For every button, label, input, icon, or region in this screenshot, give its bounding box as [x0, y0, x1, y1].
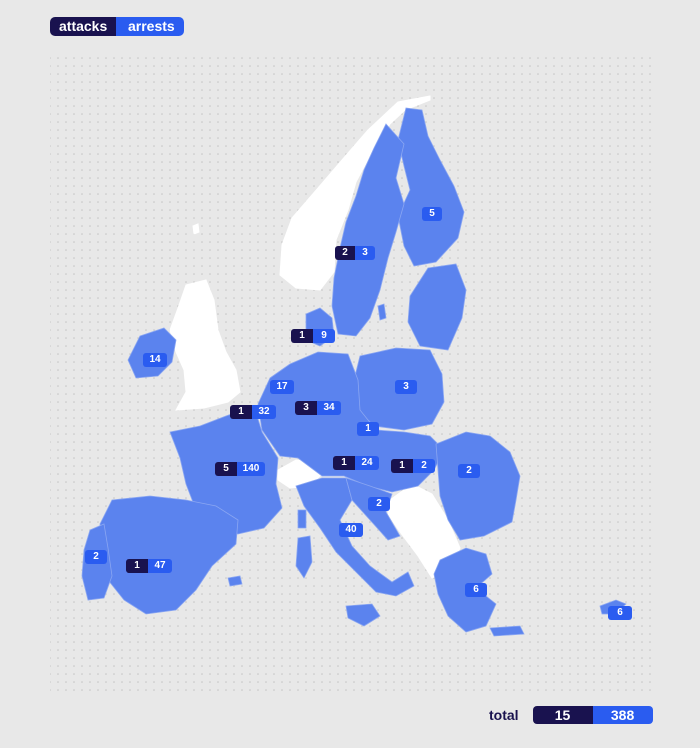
label-czechia: 1 [357, 422, 379, 436]
label-greece: 6 [465, 583, 487, 597]
finland-shape [397, 107, 465, 267]
attacks-france: 5 [215, 462, 237, 476]
corsica-shape [297, 509, 307, 529]
label-sweden: 2 3 [335, 246, 375, 260]
arrests-spain: 47 [148, 559, 172, 573]
arrests-romania: 2 [458, 464, 480, 478]
small-island [192, 223, 200, 235]
label-spain: 1 47 [126, 559, 172, 573]
attacks-denmark: 1 [291, 329, 313, 343]
attacks-sweden: 2 [335, 246, 355, 260]
balearics-shape [227, 575, 243, 587]
arrests-ireland: 14 [143, 353, 167, 367]
arrests-finland: 5 [422, 207, 442, 221]
arrests-italy: 40 [339, 523, 363, 537]
total-summary: total 15 388 [489, 706, 653, 724]
sardinia-shape [295, 535, 313, 579]
label-portugal: 2 [85, 550, 107, 564]
label-france: 5 140 [215, 462, 265, 476]
total-label: total [489, 707, 519, 723]
total-box: 15 388 [532, 706, 653, 724]
crete-shape [489, 625, 525, 637]
sicily-shape [345, 603, 381, 627]
gotland-shape [377, 303, 387, 321]
label-austria: 1 24 [333, 456, 379, 470]
arrests-denmark: 9 [313, 329, 335, 343]
arrests-poland: 3 [395, 380, 417, 394]
arrests-austria: 24 [355, 456, 379, 470]
legend-attacks: attacks [50, 17, 116, 36]
arrests-portugal: 2 [85, 550, 107, 564]
label-finland: 5 [422, 207, 442, 221]
attacks-belgium: 1 [230, 405, 252, 419]
arrests-sweden: 3 [355, 246, 375, 260]
arrests-hungary: 2 [413, 459, 435, 473]
arrests-greece: 6 [465, 583, 487, 597]
label-germany: 3 34 [295, 401, 341, 415]
label-belgium: 1 32 [230, 405, 276, 419]
label-romania: 2 [458, 464, 480, 478]
label-ireland: 14 [143, 353, 167, 367]
arrests-netherlands: 17 [270, 380, 294, 394]
label-hungary: 1 2 [391, 459, 435, 473]
sweden-shape [331, 123, 405, 337]
arrests-france: 140 [237, 462, 265, 476]
label-netherlands: 17 [270, 380, 294, 394]
romania-bulgaria-shape [435, 431, 521, 541]
arrests-croatia: 2 [368, 497, 390, 511]
baltics-shape [407, 263, 467, 351]
attacks-hungary: 1 [391, 459, 413, 473]
norway-shape [279, 95, 431, 291]
legend-arrests: arrests [116, 17, 184, 36]
arrests-belgium: 32 [252, 405, 276, 419]
label-poland: 3 [395, 380, 417, 394]
label-italy: 40 [339, 523, 363, 537]
attacks-germany: 3 [295, 401, 317, 415]
label-denmark: 1 9 [291, 329, 335, 343]
non-eu-countries [169, 95, 461, 579]
attacks-austria: 1 [333, 456, 355, 470]
arrests-germany: 34 [317, 401, 341, 415]
label-cyprus: 6 [608, 606, 632, 620]
label-croatia: 2 [368, 497, 390, 511]
attacks-spain: 1 [126, 559, 148, 573]
legend: attacks arrests [50, 17, 184, 36]
arrests-cyprus: 6 [608, 606, 632, 620]
total-arrests: 388 [592, 706, 653, 724]
arrests-czechia: 1 [357, 422, 379, 436]
total-attacks: 15 [532, 706, 593, 724]
